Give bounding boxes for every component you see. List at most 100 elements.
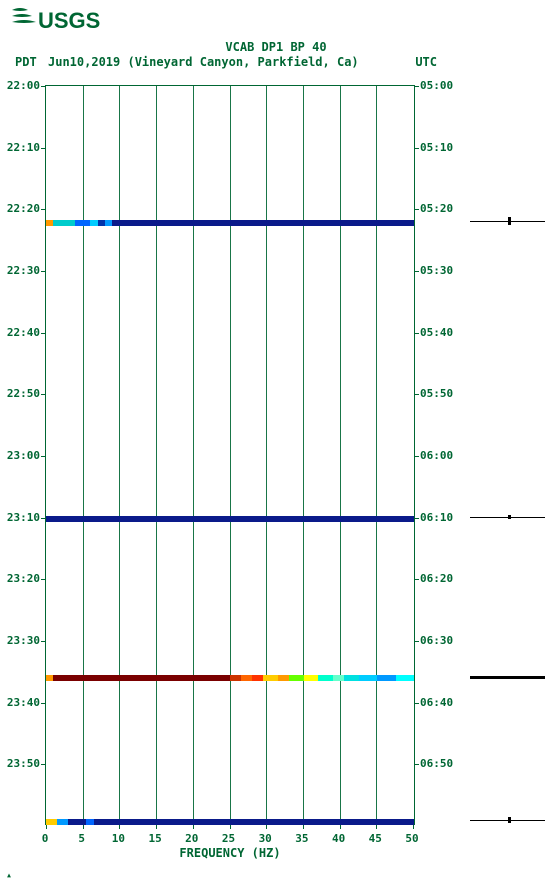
waveform-trace — [470, 517, 545, 518]
ytick-label-left: 23:00 — [0, 449, 40, 462]
ytick-label-left: 23:40 — [0, 696, 40, 709]
ytick-label-right: 05:10 — [420, 141, 453, 154]
ytick-right — [414, 271, 419, 272]
spectral-segment — [98, 220, 105, 226]
ytick-left — [41, 271, 46, 272]
spectral-segment — [304, 675, 319, 681]
ytick-label-right: 06:20 — [420, 572, 453, 585]
spectral-segment — [53, 220, 75, 226]
gridline-v — [303, 86, 304, 824]
title-line-2: Jun10,2019 (Vineyard Canyon, Parkfield, … — [48, 55, 359, 69]
ytick-label-left: 23:30 — [0, 634, 40, 647]
spectral-segment — [86, 819, 93, 825]
ytick-label-right: 06:00 — [420, 449, 453, 462]
ytick-label-right: 05:20 — [420, 202, 453, 215]
ytick-right — [414, 333, 419, 334]
spectral-segment — [333, 675, 344, 681]
spectral-event — [46, 516, 414, 522]
ytick-label-left: 22:20 — [0, 202, 40, 215]
gridline-v — [83, 86, 84, 824]
xtick-label: 5 — [72, 832, 92, 845]
spectral-segment — [230, 675, 241, 681]
spectral-event — [46, 675, 414, 681]
ytick-left — [41, 703, 46, 704]
ytick-label-left: 22:30 — [0, 264, 40, 277]
xaxis-title: FREQUENCY (HZ) — [45, 846, 415, 860]
ytick-label-left: 22:50 — [0, 387, 40, 400]
xtick-label: 35 — [292, 832, 312, 845]
spectral-segment — [46, 516, 414, 522]
ytick-left — [41, 641, 46, 642]
spectral-segment — [278, 675, 289, 681]
ytick-label-left: 23:10 — [0, 511, 40, 524]
spectral-event — [46, 220, 414, 226]
spectral-segment — [289, 675, 304, 681]
ytick-right — [414, 764, 419, 765]
spectral-segment — [263, 675, 278, 681]
spectral-event — [46, 819, 414, 825]
ytick-left — [41, 579, 46, 580]
ytick-label-left: 22:40 — [0, 326, 40, 339]
gridline-v — [119, 86, 120, 824]
ytick-label-right: 06:40 — [420, 696, 453, 709]
waveform-trace — [470, 676, 545, 679]
gridline-v — [266, 86, 267, 824]
spectral-segment — [241, 675, 252, 681]
ytick-left — [41, 394, 46, 395]
ytick-right — [414, 86, 419, 87]
spectral-segment — [252, 675, 263, 681]
spectral-segment — [46, 220, 53, 226]
gridline-v — [193, 86, 194, 824]
spectral-segment — [46, 819, 57, 825]
ytick-label-left: 22:00 — [0, 79, 40, 92]
spectral-segment — [318, 675, 333, 681]
spectral-segment — [359, 675, 377, 681]
ytick-label-right: 06:50 — [420, 757, 453, 770]
usgs-logo: USGS — [10, 6, 100, 40]
gridline-v — [340, 86, 341, 824]
spectral-segment — [105, 220, 112, 226]
ytick-left — [41, 333, 46, 334]
spectral-segment — [68, 819, 86, 825]
spectrogram-plot — [45, 85, 415, 825]
ytick-left — [41, 456, 46, 457]
ytick-label-right: 06:30 — [420, 634, 453, 647]
spectral-segment — [112, 220, 414, 226]
spectral-segment — [46, 675, 53, 681]
xtick-label: 40 — [329, 832, 349, 845]
ytick-right — [414, 641, 419, 642]
timezone-left: PDT — [15, 55, 37, 69]
spectral-segment — [53, 675, 230, 681]
chart-titles: VCAB DP1 BP 40 — [0, 40, 552, 56]
ytick-left — [41, 148, 46, 149]
ytick-label-left: 23:20 — [0, 572, 40, 585]
spectral-segment — [344, 675, 359, 681]
xtick-label: 30 — [255, 832, 275, 845]
ytick-label-right: 05:30 — [420, 264, 453, 277]
spectral-segment — [396, 675, 414, 681]
spectral-segment — [90, 220, 97, 226]
ytick-label-right: 06:10 — [420, 511, 453, 524]
footer-mark: ▴ — [6, 870, 12, 881]
waveform-trace — [470, 221, 545, 222]
xtick-label: 10 — [108, 832, 128, 845]
spectral-segment — [57, 819, 68, 825]
timezone-right: UTC — [415, 55, 437, 69]
ytick-right — [414, 394, 419, 395]
ytick-label-left: 23:50 — [0, 757, 40, 770]
title-line-1: VCAB DP1 BP 40 — [0, 40, 552, 56]
xtick-label: 25 — [219, 832, 239, 845]
spectral-segment — [94, 819, 414, 825]
ytick-left — [41, 764, 46, 765]
ytick-right — [414, 579, 419, 580]
ytick-left — [41, 86, 46, 87]
xtick-label: 0 — [35, 832, 55, 845]
xtick-label: 50 — [402, 832, 422, 845]
ytick-label-right: 05:50 — [420, 387, 453, 400]
gridline-v — [156, 86, 157, 824]
ytick-right — [414, 703, 419, 704]
ytick-label-right: 05:00 — [420, 79, 453, 92]
ytick-right — [414, 209, 419, 210]
ytick-right — [414, 148, 419, 149]
spectral-segment — [75, 220, 90, 226]
